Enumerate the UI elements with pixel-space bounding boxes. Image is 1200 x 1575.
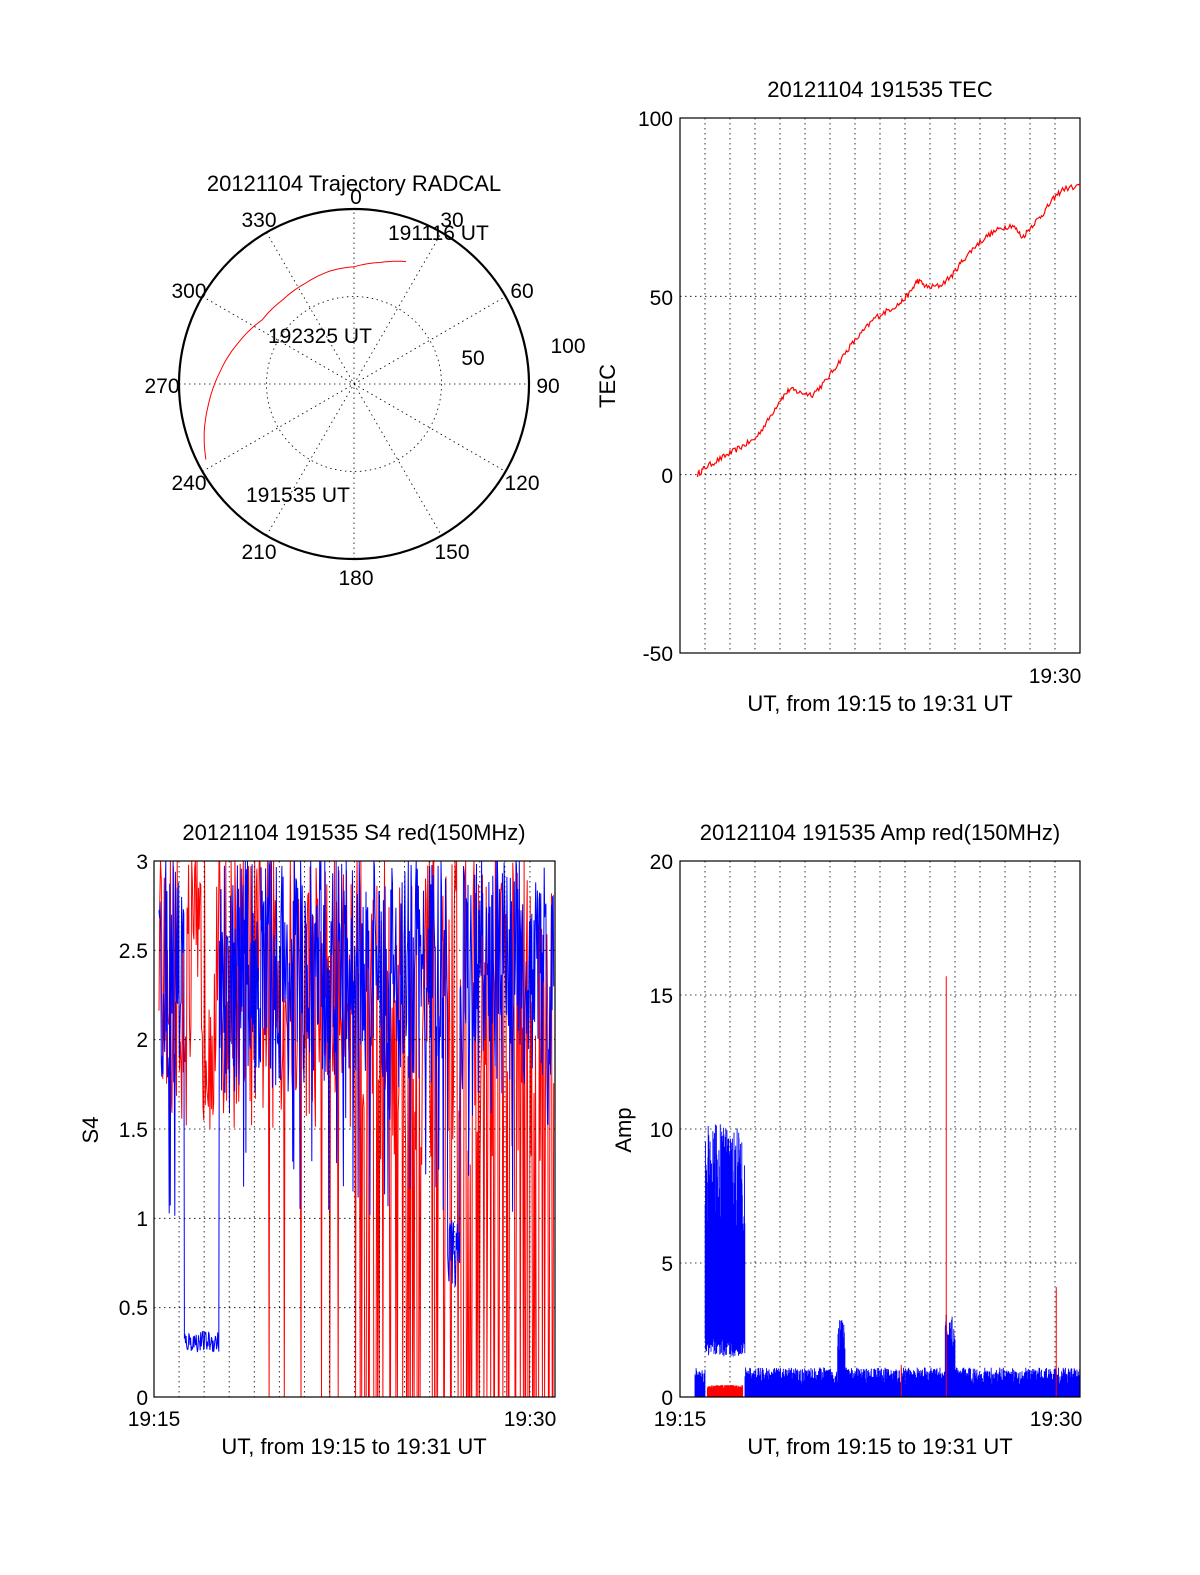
amp-frame xyxy=(679,860,1081,1398)
trajectory-annotation: 192325 UT xyxy=(268,325,372,348)
polar-angle-labels: 0 30 60 90 120 150 180 210 240 270 300 3… xyxy=(144,186,585,590)
tec-grid xyxy=(680,117,1081,654)
s4-ylabel: S4 xyxy=(78,1117,103,1144)
tec-ytick: 100 xyxy=(638,108,673,131)
s4-title: 20121104 191535 S4 red(150MHz) xyxy=(182,820,525,845)
amp-blue-trace xyxy=(694,1124,1081,1397)
s4-xtick: 19:15 xyxy=(128,1408,181,1431)
polar-radius-label: 100 xyxy=(550,335,585,358)
polar-spoke xyxy=(266,232,442,536)
amp-data-traces xyxy=(694,976,1081,1397)
amp-ytick: 0 xyxy=(661,1387,673,1410)
amp-ytick: 5 xyxy=(661,1253,673,1276)
polar-angle-label: 330 xyxy=(241,209,276,232)
tec-ylabel: TEC xyxy=(595,364,620,408)
s4-ytick: 1 xyxy=(136,1208,148,1231)
amp-xlabel: UT, from 19:15 to 19:31 UT xyxy=(747,1434,1012,1459)
trajectory-polar-plot: 20121104 Trajectory RADCAL 0 30 60 90 12… xyxy=(144,171,585,590)
polar-angle-label: 180 xyxy=(338,567,373,590)
tec-ytick: 0 xyxy=(661,465,673,488)
s4-frame xyxy=(153,860,556,1398)
polar-angle-label: 210 xyxy=(241,541,276,564)
s4-plot: 20121104 191535 S4 red(150MHz) 3 2.5 2 1… xyxy=(78,820,556,1459)
tec-xtick: 19:30 xyxy=(1029,665,1082,688)
amp-xtick: 19:15 xyxy=(654,1408,707,1431)
polar-title: 20121104 Trajectory RADCAL xyxy=(207,171,501,196)
amp-ytick: 20 xyxy=(650,851,673,874)
tec-ytick: -50 xyxy=(643,643,673,666)
polar-angle-label: 120 xyxy=(504,472,539,495)
s4-ytick: 2 xyxy=(136,1029,148,1052)
s4-blue-trace xyxy=(158,860,555,1353)
tec-series-line xyxy=(696,183,1081,478)
polar-angle-label: 90 xyxy=(536,375,559,398)
polar-angle-label: 270 xyxy=(144,375,179,398)
s4-xlabel: UT, from 19:15 to 19:31 UT xyxy=(221,1434,486,1459)
s4-ytick: 2.5 xyxy=(119,940,148,963)
amp-xtick: 19:30 xyxy=(1030,1408,1083,1431)
trajectory-annotation: 191116 UT xyxy=(388,222,489,245)
polar-angle-label: 300 xyxy=(171,280,206,303)
s4-ytick: 3 xyxy=(136,851,148,874)
s4-xtick: 19:30 xyxy=(504,1408,557,1431)
amp-ytick: 10 xyxy=(650,1119,673,1142)
trajectory-annotation: 191535 UT xyxy=(246,484,350,507)
polar-angle-label: 240 xyxy=(171,472,206,495)
polar-grid xyxy=(177,207,531,561)
polar-angle-label: 30 xyxy=(440,209,463,232)
amp-ytick: 15 xyxy=(650,985,673,1008)
trajectory-track xyxy=(203,260,407,460)
tec-ytick: 50 xyxy=(650,287,673,310)
s4-ytick: 0.5 xyxy=(119,1297,148,1320)
tec-plot: 20121104 191535 TEC 100 50 0 -50 19:30 U… xyxy=(595,77,1081,716)
tec-frame xyxy=(679,117,1081,654)
tec-title: 20121104 191535 TEC xyxy=(767,77,993,102)
amp-red-trace xyxy=(706,1385,744,1397)
polar-radius-label: 50 xyxy=(461,347,484,370)
amp-plot: 20121104 191535 Amp red(150MHz) 20 15 10… xyxy=(611,820,1082,1459)
polar-angle-label: 60 xyxy=(510,280,533,303)
amp-title: 20121104 191535 Amp red(150MHz) xyxy=(700,820,1060,845)
polar-angle-label: 0 xyxy=(350,186,362,209)
s4-ytick: 1.5 xyxy=(119,1119,148,1142)
amp-ylabel: Amp xyxy=(611,1107,636,1152)
tec-xlabel: UT, from 19:15 to 19:31 UT xyxy=(747,691,1012,716)
s4-data-traces xyxy=(158,859,555,1398)
polar-grid-circle xyxy=(266,296,442,472)
polar-angle-label: 150 xyxy=(434,541,469,564)
s4-ytick: 0 xyxy=(136,1387,148,1410)
